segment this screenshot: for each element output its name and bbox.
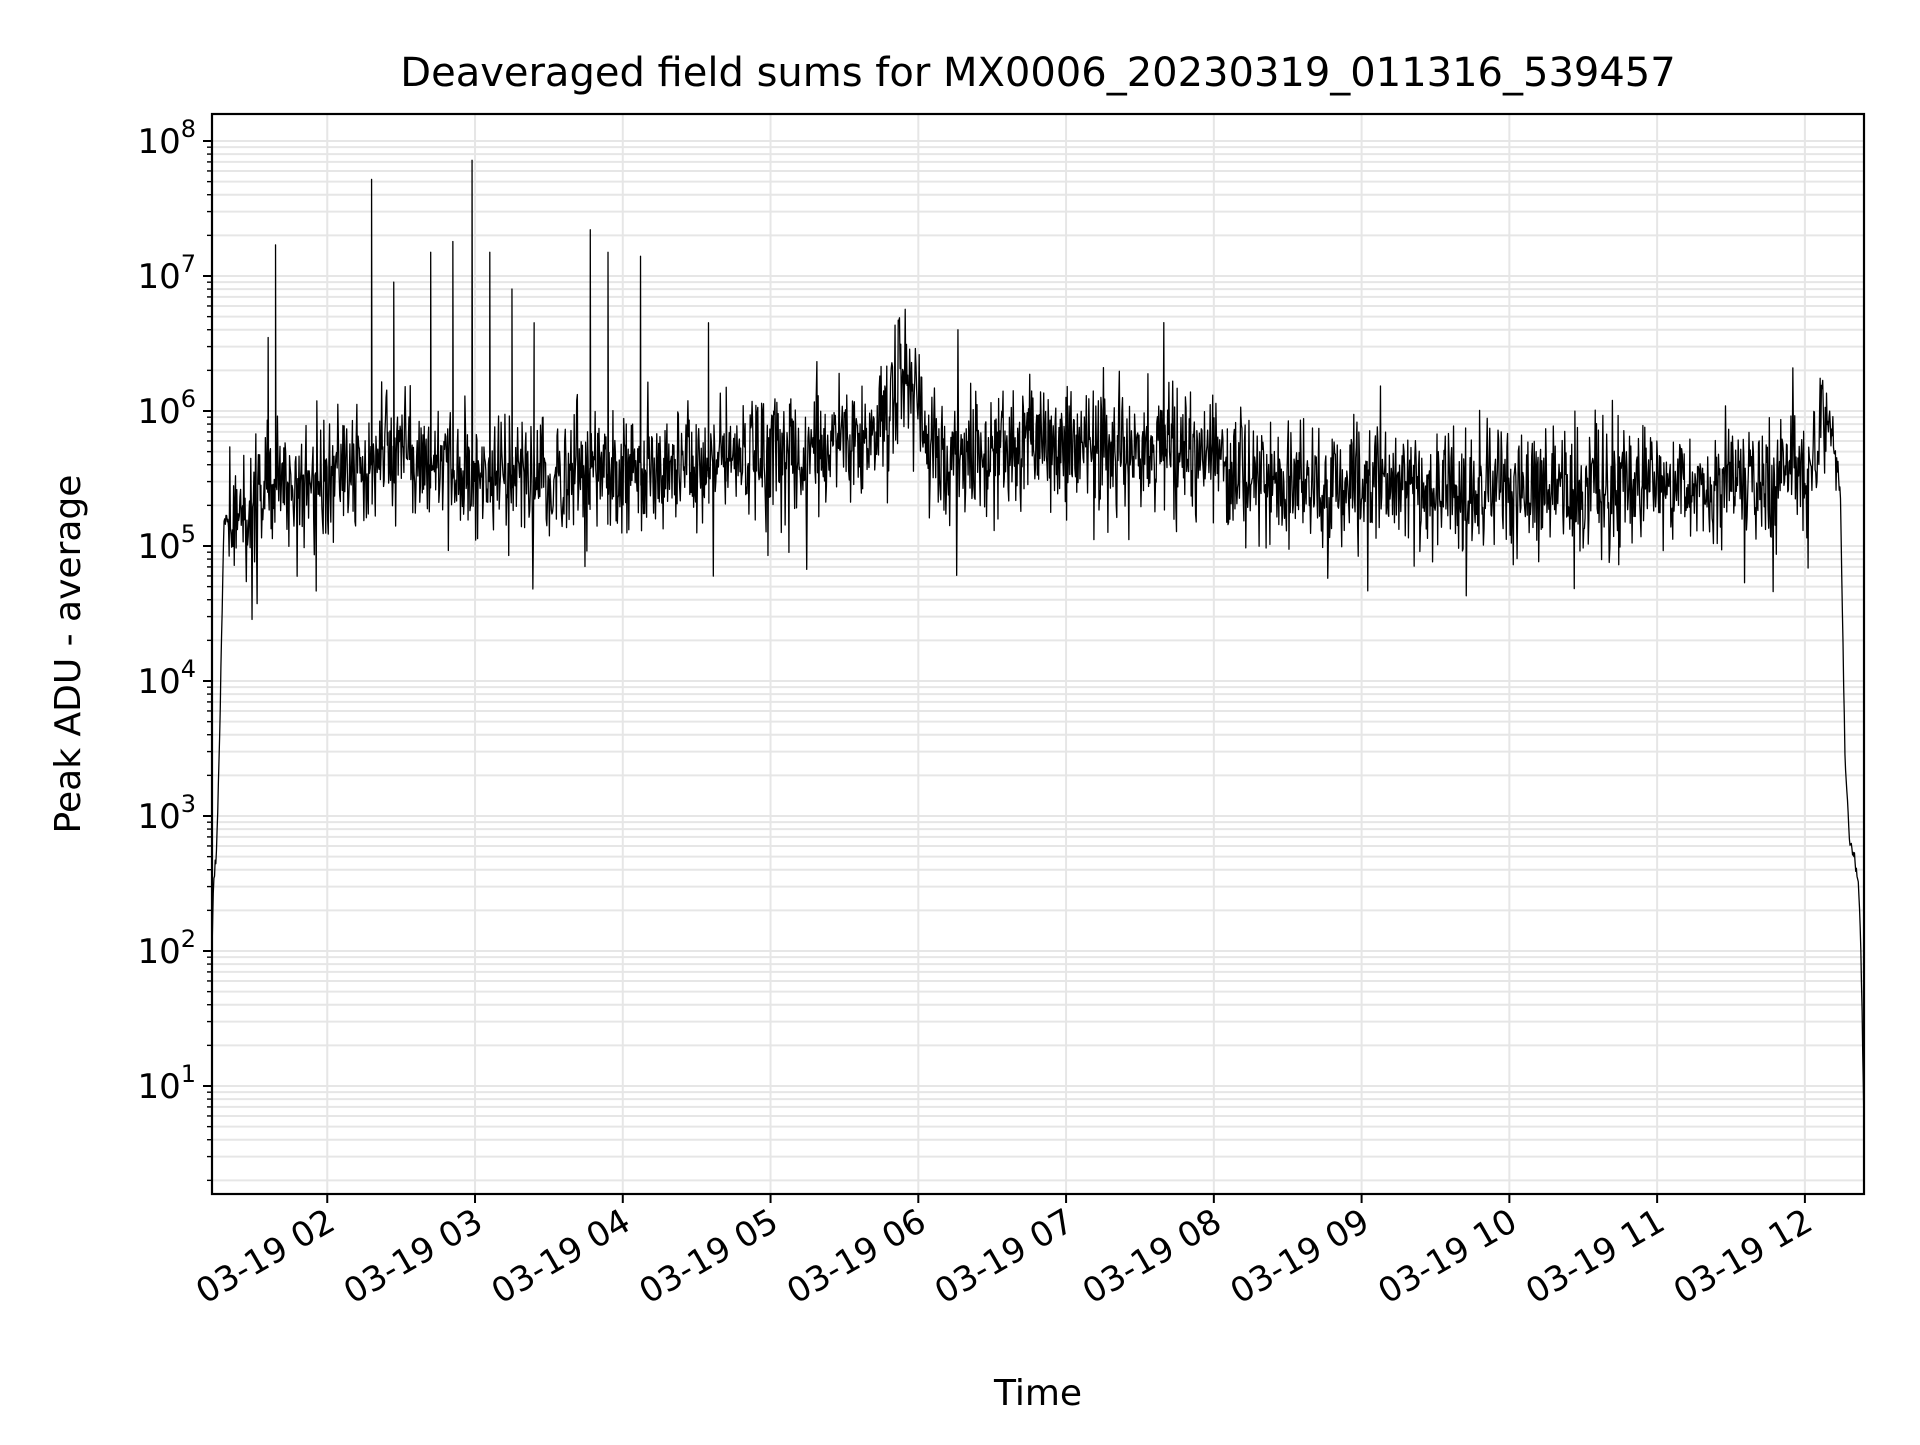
y-tick-base: 10 xyxy=(137,392,180,432)
y-tick-exponent: 8 xyxy=(181,115,196,143)
y-tick-base: 10 xyxy=(137,122,180,162)
y-tick-label: 103 xyxy=(137,790,196,837)
grid-lines xyxy=(212,114,1864,1194)
y-tick-exponent: 1 xyxy=(181,1060,196,1088)
x-axis-label: Time xyxy=(993,1373,1082,1414)
y-tick-label: 108 xyxy=(137,115,196,162)
y-tick-base: 10 xyxy=(137,257,180,297)
y-tick-base: 10 xyxy=(137,932,180,972)
y-tick-base: 10 xyxy=(137,527,180,567)
y-tick-label: 106 xyxy=(137,385,196,432)
y-tick-label: 107 xyxy=(137,250,196,297)
y-tick-label: 104 xyxy=(137,655,196,702)
y-tick-base: 10 xyxy=(137,662,180,702)
y-tick-exponent: 3 xyxy=(181,790,196,818)
y-tick-label: 105 xyxy=(137,520,196,567)
tick-marks xyxy=(203,140,1806,1203)
plot-frame xyxy=(210,112,1866,1196)
y-tick-label: 101 xyxy=(137,1060,196,1107)
y-axis-label: Peak ADU - average xyxy=(48,475,89,834)
y-tick-exponent: 2 xyxy=(181,925,196,953)
y-tick-base: 10 xyxy=(137,797,180,837)
chart-title: Deaveraged field sums for MX0006_2023031… xyxy=(400,50,1675,96)
data-layer xyxy=(211,159,1865,1128)
series-line xyxy=(211,159,1865,1128)
y-tick-exponent: 5 xyxy=(181,520,196,548)
y-tick-label: 102 xyxy=(137,925,196,972)
y-tick-exponent: 4 xyxy=(181,655,196,683)
y-tick-exponent: 7 xyxy=(181,250,196,278)
y-tick-base: 10 xyxy=(137,1067,180,1107)
y-tick-exponent: 6 xyxy=(181,385,196,413)
